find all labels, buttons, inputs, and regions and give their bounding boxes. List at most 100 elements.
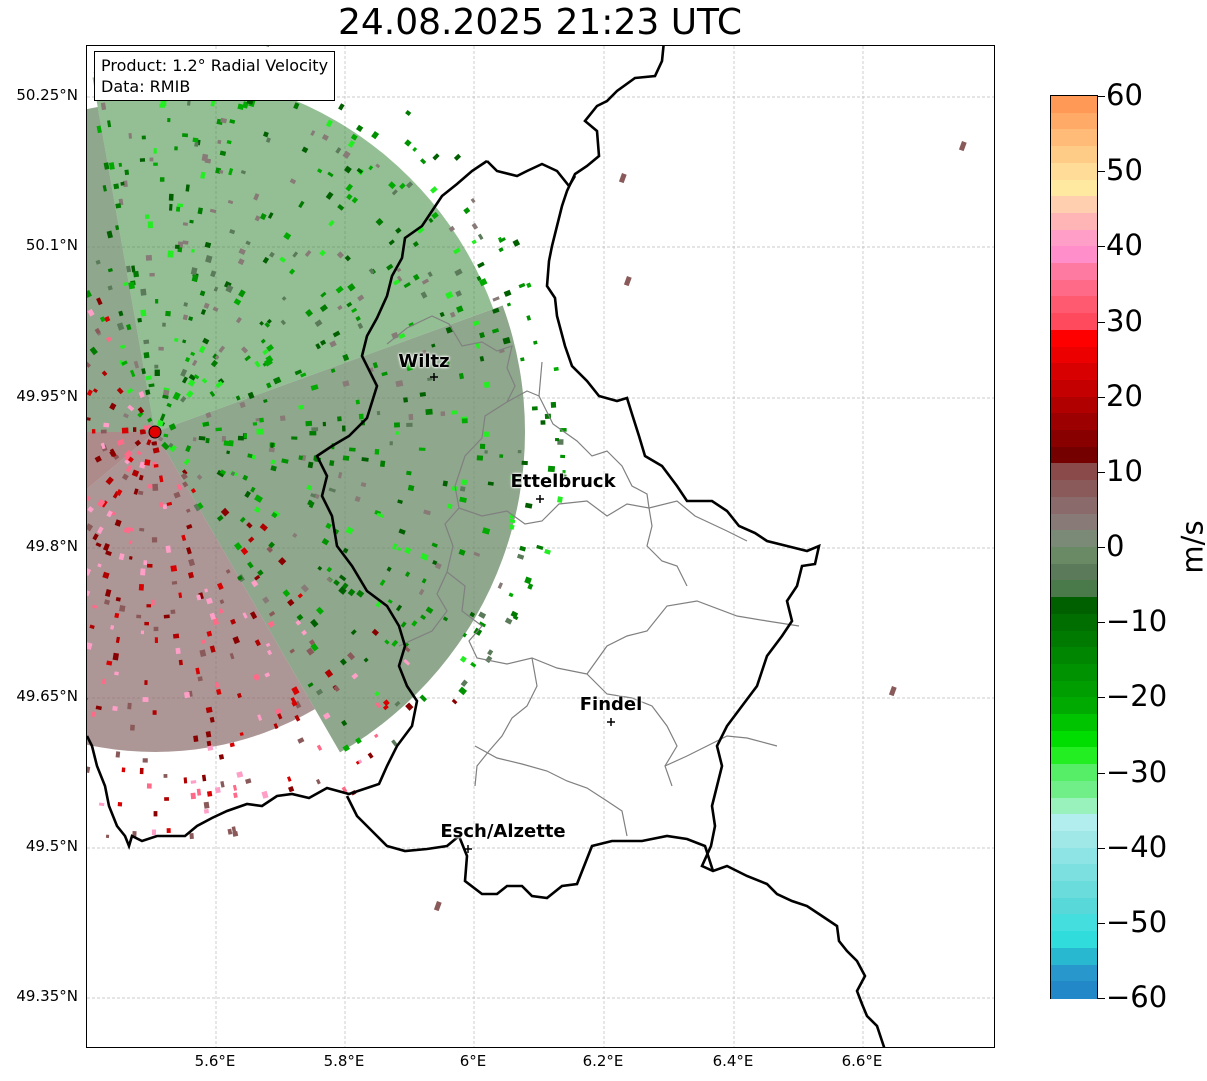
echo-pixel <box>469 611 476 618</box>
echo-pixel <box>471 239 477 245</box>
echo-pixel <box>259 321 264 326</box>
echo-pixel <box>196 788 202 796</box>
echo-pixel <box>168 423 177 431</box>
echo-pixel <box>187 571 195 579</box>
echo-pixel <box>321 538 330 546</box>
echo-pixel <box>133 488 139 495</box>
city-label-findel: Findel <box>579 694 643 715</box>
echo-pixel <box>147 417 153 423</box>
echo-pixel <box>283 232 292 240</box>
echo-pixel <box>498 237 506 244</box>
echo-pixel <box>162 322 166 327</box>
echo-pixel <box>218 754 225 760</box>
echo-pixel <box>138 474 144 481</box>
echo-pixel <box>140 288 147 296</box>
echo-pixel <box>233 298 242 306</box>
colorbar-segment <box>1051 413 1097 431</box>
echo-pixel <box>153 162 158 166</box>
colorbar-segment <box>1051 296 1097 314</box>
echo-pixel <box>419 391 427 397</box>
echo-pixel <box>448 225 456 233</box>
echo-pixel <box>295 619 302 626</box>
echo-pixel <box>87 642 93 650</box>
echo-pixel <box>161 441 170 451</box>
echo-pixel <box>143 425 148 431</box>
echo-pixel <box>958 140 967 152</box>
echo-pixel <box>329 340 337 348</box>
colorbar-segment <box>1051 129 1097 147</box>
echo-pixel <box>137 406 145 414</box>
echo-pixel <box>206 740 212 747</box>
echo-pixel <box>214 355 220 360</box>
echo-pixel <box>105 834 110 839</box>
echo-pixel <box>342 547 349 554</box>
echo-pixel <box>220 507 230 517</box>
echo-pixel <box>254 574 261 581</box>
echo-pixel <box>524 576 532 585</box>
echo-pixel <box>376 512 384 518</box>
echo-pixel <box>503 289 512 297</box>
colorbar-segment <box>1051 246 1097 264</box>
echo-pixel <box>185 445 192 453</box>
canton-border <box>386 315 516 647</box>
echo-pixel <box>200 171 206 179</box>
echo-pixel <box>451 698 458 705</box>
echo-pixel <box>381 371 388 377</box>
echo-pixel <box>118 553 125 561</box>
echo-pixel <box>536 544 544 550</box>
echo-pixel <box>491 328 500 334</box>
echo-pixel <box>519 545 527 552</box>
echo-pixel <box>307 682 314 688</box>
echo-pixel <box>458 372 464 380</box>
lat-tick: 49.8°N <box>25 537 78 555</box>
radar-site-marker <box>148 425 162 439</box>
echo-pixel <box>145 375 152 381</box>
echo-pixel <box>463 207 471 215</box>
echo-pixel <box>240 170 246 175</box>
echo-pixel <box>201 377 208 384</box>
echo-pixel <box>412 241 419 248</box>
echo-pixel <box>461 479 468 486</box>
echo-pixel <box>193 503 201 512</box>
city-marker-esch-alzette <box>464 845 472 853</box>
echo-pixel <box>95 542 102 548</box>
echo-pixel <box>254 494 264 503</box>
echo-pixel <box>125 464 133 473</box>
echo-pixel <box>391 739 398 747</box>
echo-pixel <box>153 464 159 468</box>
colorbar-segment <box>1051 597 1097 615</box>
echo-pixel <box>342 150 351 159</box>
data-source-label: Data: RMIB <box>101 77 191 96</box>
echo-pixel <box>152 483 159 491</box>
colorbar <box>1050 95 1098 999</box>
echo-pixel <box>219 150 227 156</box>
echo-pixel <box>431 343 436 348</box>
echo-pixel <box>112 652 120 661</box>
echo-pixel <box>185 508 191 513</box>
radar-site-group <box>148 425 162 439</box>
echo-pixel <box>319 249 326 257</box>
map-panel[interactable] <box>86 45 995 1048</box>
echo-pixel <box>178 659 183 666</box>
echo-pixel <box>328 487 336 493</box>
echo-pixel <box>115 488 123 496</box>
echo-pixel <box>325 522 332 530</box>
echo-pixel <box>98 802 105 807</box>
echo-pixel <box>317 565 323 571</box>
echo-pixel <box>87 766 91 773</box>
echo-pixel <box>459 655 467 663</box>
echo-pixel <box>301 146 309 154</box>
lat-tick: 49.65°N <box>16 687 78 705</box>
echo-pixel <box>103 162 110 170</box>
echo-pixel <box>292 251 299 258</box>
echo-pixel <box>105 476 114 486</box>
colorbar-segment <box>1051 931 1097 949</box>
echo-pixel <box>240 547 249 556</box>
echo-pixel <box>89 346 98 356</box>
echo-pixel <box>183 777 188 784</box>
echo-pixel <box>412 273 420 281</box>
colorbar-segment <box>1051 814 1097 832</box>
echo-pixel <box>115 203 122 209</box>
echo-pixel <box>216 582 224 591</box>
echo-pixel <box>199 649 207 657</box>
